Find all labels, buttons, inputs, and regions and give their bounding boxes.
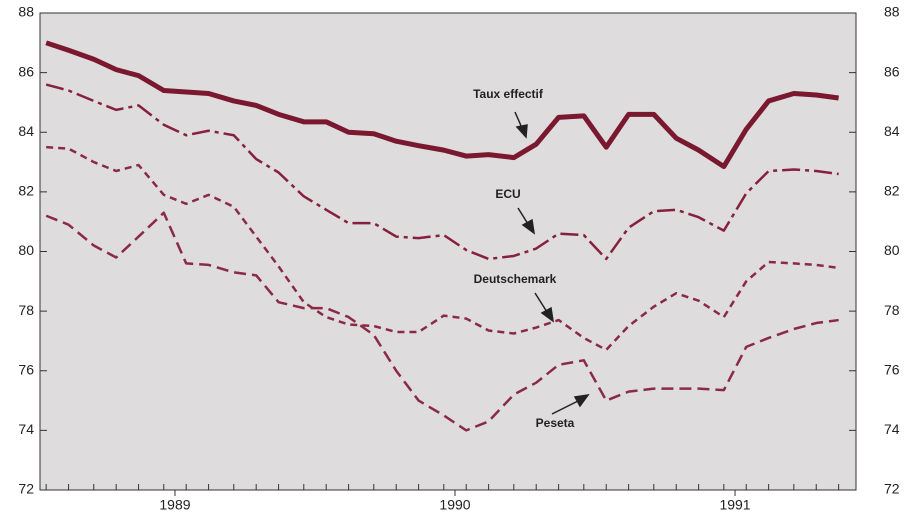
series-line [45, 40, 839, 170]
y2-tick-label: 76 [884, 361, 900, 377]
y-tick-label: 72 [18, 481, 34, 497]
x-tick-label: 1989 [159, 497, 190, 513]
arrow [534, 292, 548, 313]
y-tick-label: 82 [18, 183, 34, 199]
y2-tick-label: 80 [884, 242, 900, 258]
annotation: Peseta [536, 416, 575, 430]
y-tick-label: 88 [18, 4, 34, 20]
y2-tick-label: 86 [884, 63, 900, 79]
annotation-arrows [514, 111, 590, 415]
arrow-head [515, 124, 528, 139]
y-tick-label: 74 [18, 421, 34, 437]
y-tick-label: 78 [18, 302, 34, 318]
y-tick-label: 84 [18, 123, 34, 139]
y-tick-label: 76 [18, 361, 34, 377]
y2-tick-label: 78 [884, 302, 900, 318]
annotation: Deutschemark [474, 272, 557, 286]
y2-tick-label: 72 [884, 481, 900, 497]
arrow [517, 207, 529, 225]
y2-tick-label: 82 [884, 183, 900, 199]
arrow-head [521, 218, 536, 235]
y-tick-label: 86 [18, 63, 34, 79]
y2-tick-label: 74 [884, 421, 900, 437]
annotation: Taux effectif [473, 87, 544, 101]
arrow-head [540, 306, 555, 323]
x-tick-label: 1991 [719, 497, 750, 513]
y2-tick-label: 84 [884, 123, 900, 139]
arrow [551, 400, 579, 415]
annotation: ECU [495, 187, 520, 201]
series-line [46, 145, 839, 352]
y-tick-label: 80 [18, 242, 34, 258]
arrow [514, 111, 523, 129]
x-tick-label: 1990 [439, 497, 470, 513]
arrow-head [573, 393, 590, 408]
series-line [45, 211, 839, 432]
series-line [45, 83, 839, 261]
y2-tick-label: 88 [884, 4, 900, 20]
